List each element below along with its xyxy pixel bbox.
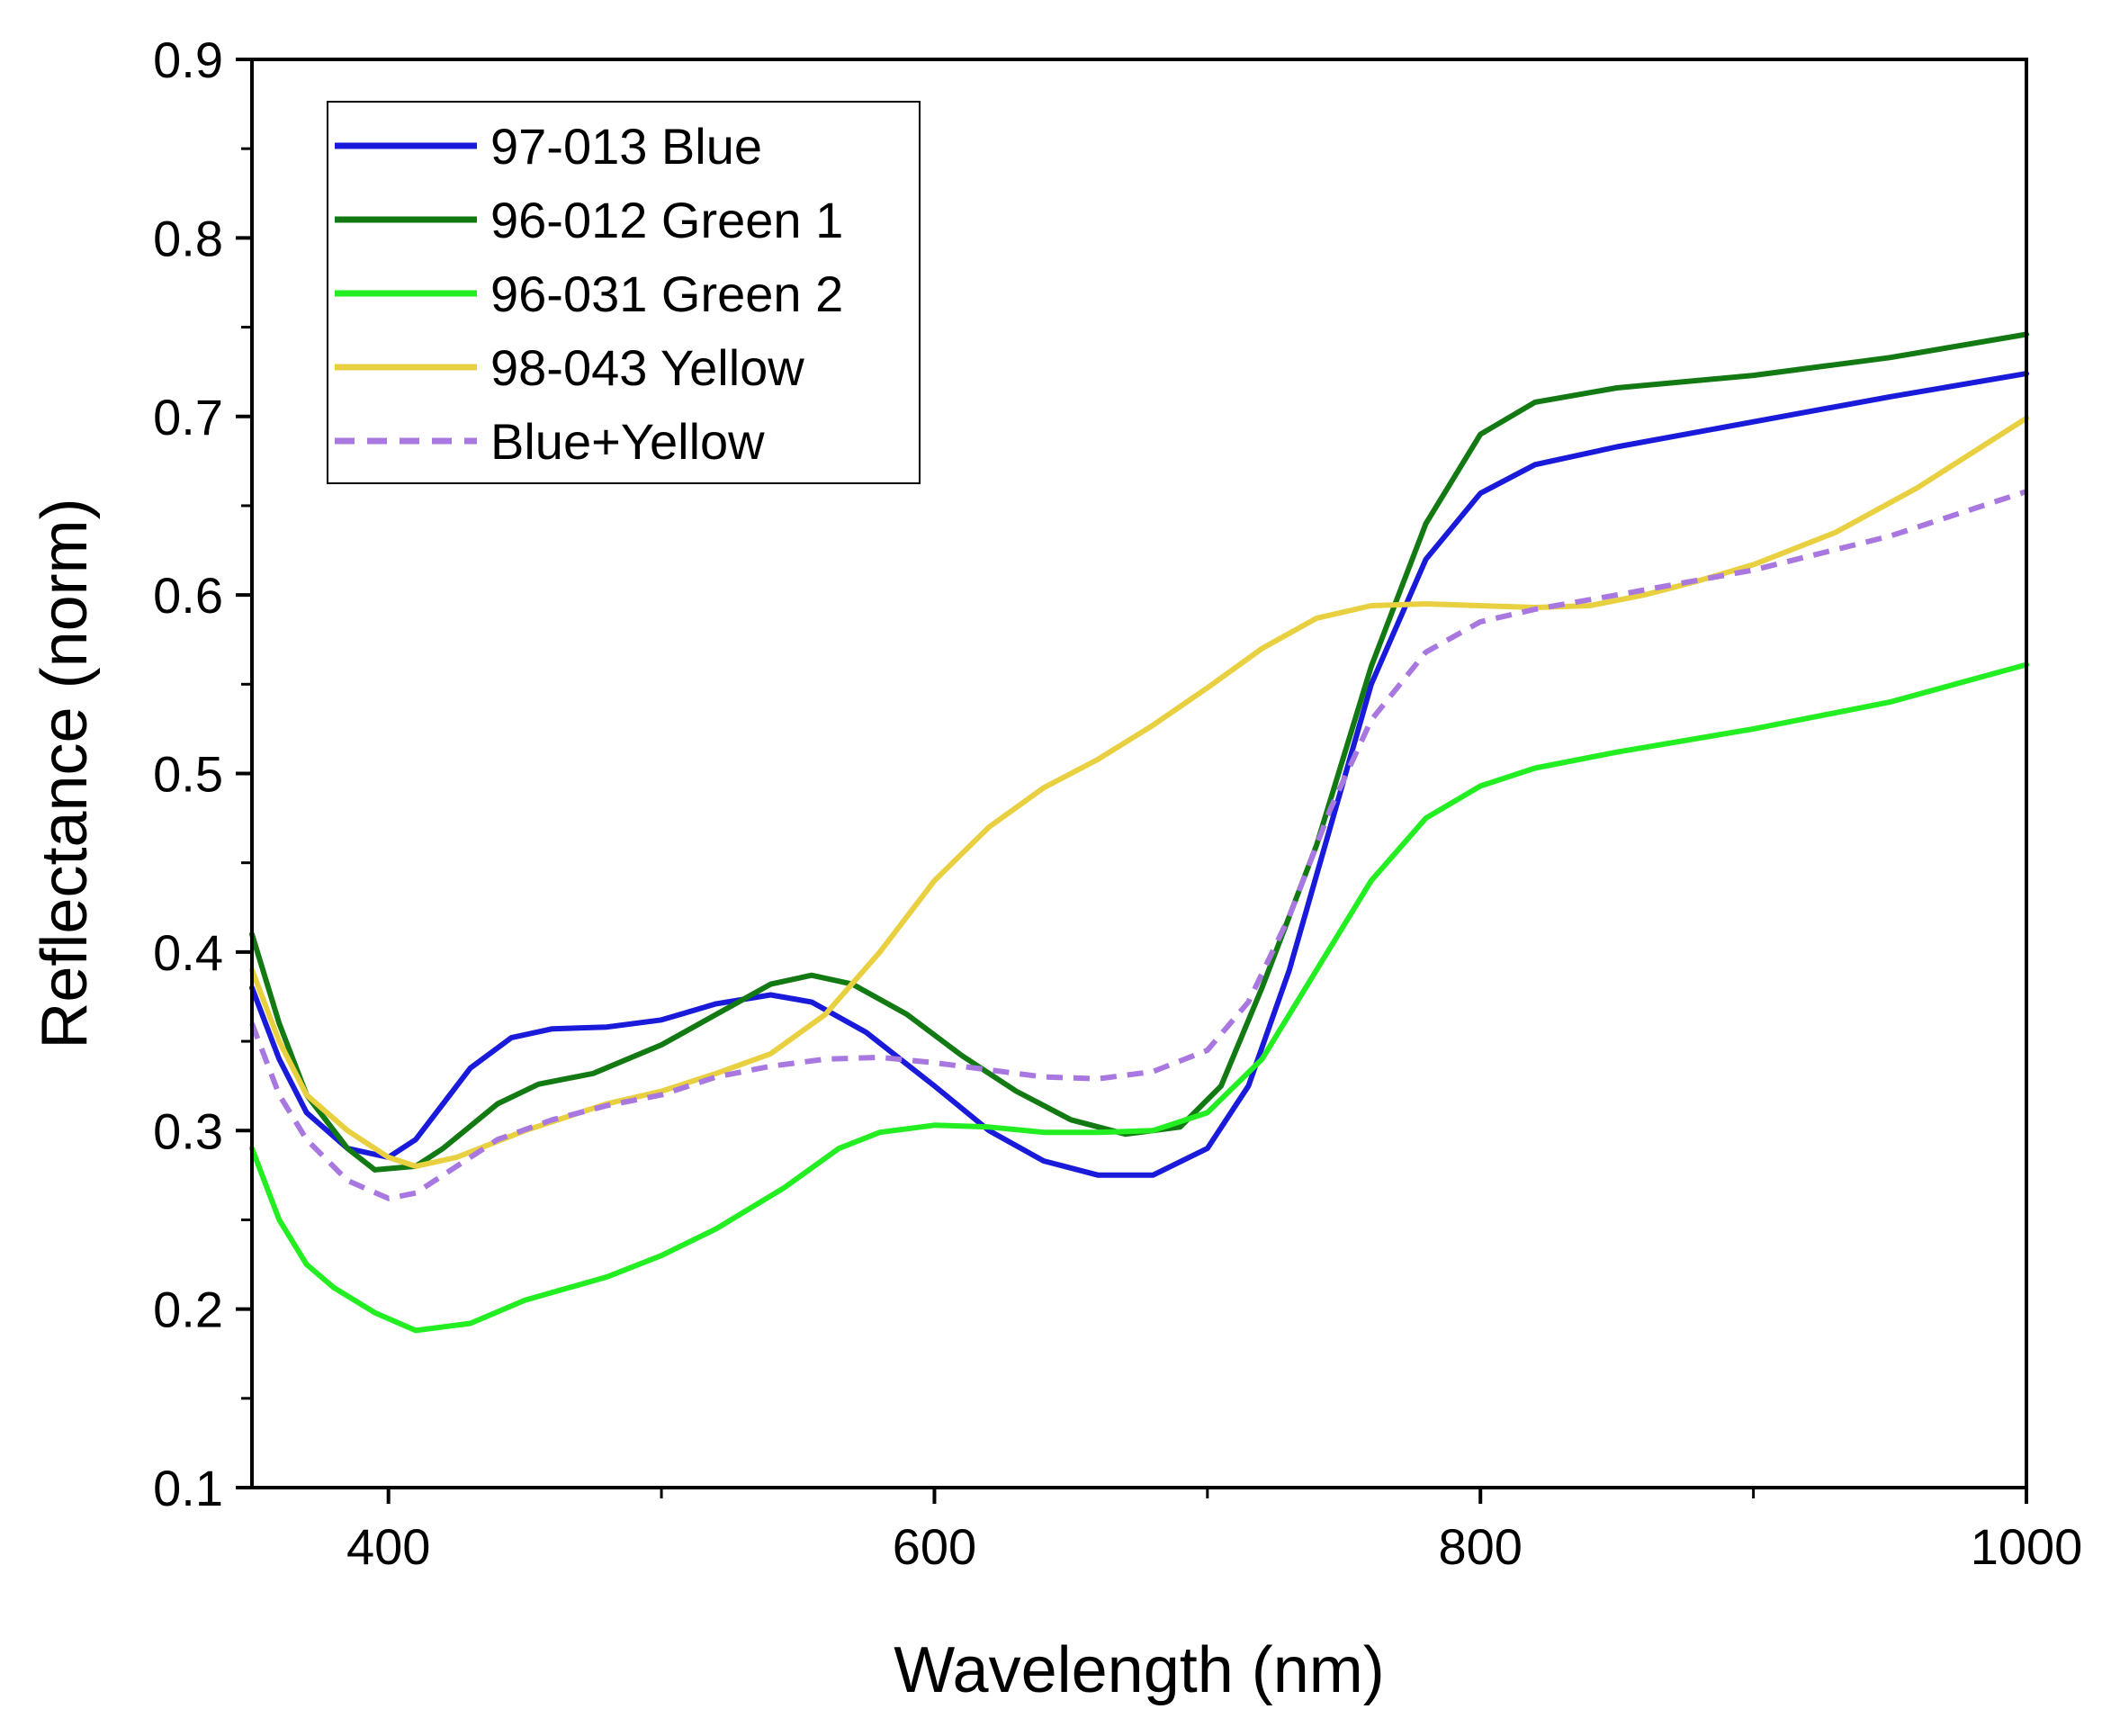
y-tick-label: 0.9	[153, 31, 223, 88]
series-line-4	[249, 489, 2027, 1201]
legend: 97-013 Blue 96-012 Green 1 96-031 Green 2 9…	[327, 101, 921, 484]
legend-label-2: 96-031 Green 2	[490, 265, 843, 322]
y-tick-label: 0.4	[153, 924, 223, 981]
y-tick-label: 0.1	[153, 1460, 223, 1516]
series-line-2	[249, 661, 2029, 1334]
y-tick-label: 0.5	[153, 746, 223, 803]
series-line-3	[249, 415, 2029, 1169]
x-tick-label: 400	[346, 1518, 430, 1575]
y-tick-label: 0.3	[153, 1102, 223, 1159]
x-tick-label: 800	[1439, 1518, 1523, 1575]
y-tick-label: 0.7	[153, 389, 223, 445]
y-tick-label: 0.6	[153, 567, 223, 624]
plot-curves	[249, 331, 2029, 1334]
legend-label-1: 96-012 Green 1	[490, 192, 843, 248]
ticks: 400 600 800 1000 0.1 0.2 0.3 0.4 0.5 0.6 0.7 0.8 0.9	[153, 31, 2082, 1575]
legend-label-3: 98-043 Yellow	[490, 339, 804, 396]
y-axis-title: Reflectance (norm)	[29, 498, 101, 1048]
x-axis-title: Wavelength (nm)	[894, 1634, 1385, 1706]
x-tick-label: 1000	[1971, 1518, 2083, 1575]
x-tick-label: 600	[893, 1518, 976, 1575]
legend-label-0: 97-013 Blue	[490, 118, 762, 175]
y-tick-label: 0.8	[153, 210, 223, 266]
y-tick-label: 0.2	[153, 1282, 223, 1338]
series-line-0	[249, 371, 2029, 1178]
legend-label-4: Blue+Yellow	[490, 413, 765, 470]
